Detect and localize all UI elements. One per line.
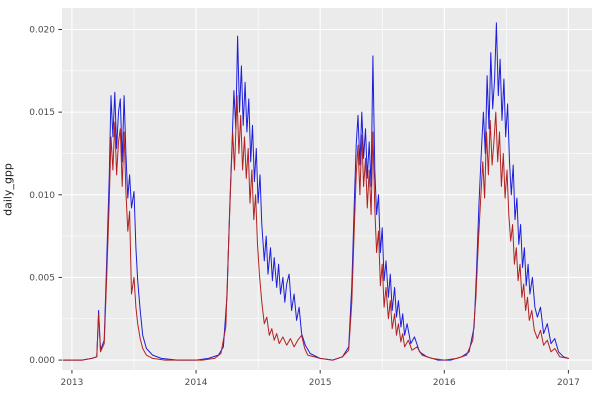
plot-panel [62, 8, 592, 370]
x-tick-label: 2013 [60, 378, 83, 388]
y-tick-label: 0.015 [29, 108, 55, 118]
x-tick-label: 2016 [433, 378, 456, 388]
series-line-blue [62, 22, 569, 361]
series-line-darkred [62, 95, 569, 361]
x-tick-label: 2014 [185, 378, 208, 388]
y-tick-label: 0.010 [29, 191, 55, 201]
y-axis-title: daily_gpp [1, 163, 15, 216]
y-tick-label: 0.000 [29, 356, 55, 366]
y-tick-label: 0.020 [29, 25, 55, 35]
x-tick-label: 2017 [557, 378, 580, 388]
x-tick-label: 2015 [309, 378, 332, 388]
y-tick-label: 0.005 [29, 273, 55, 283]
